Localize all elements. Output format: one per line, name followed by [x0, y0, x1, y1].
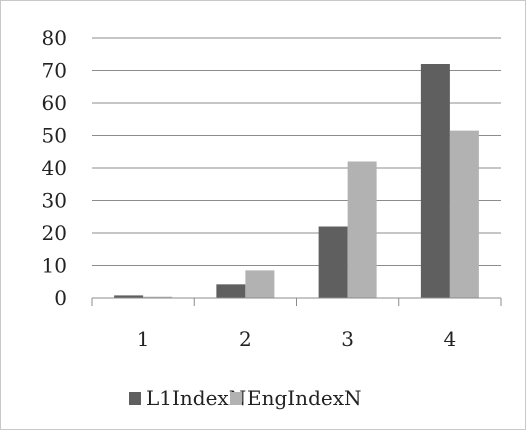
- x-axis: [91, 297, 502, 306]
- bar-L1IndexN-2: [216, 284, 246, 298]
- y-tick-label: 50: [42, 124, 67, 148]
- y-tick-label: 30: [42, 189, 67, 213]
- bar-EngIndexN-1: [143, 296, 173, 298]
- y-tick-label: 80: [42, 26, 67, 50]
- y-tick-label: 40: [42, 156, 67, 180]
- bar-L1IndexN-3: [318, 226, 348, 298]
- gridlines: [92, 37, 501, 266]
- bar-EngIndexN-4: [449, 130, 479, 298]
- bar-EngIndexN-2: [245, 270, 275, 298]
- x-tick-label: 1: [137, 327, 150, 351]
- y-axis-tick-labels: 0 10 20 30 40 50 60 70 80: [42, 26, 67, 310]
- legend-swatch-L1IndexN: [129, 392, 141, 405]
- legend-label: EngIndexN: [247, 386, 361, 410]
- x-tick-label: 2: [239, 327, 252, 351]
- x-axis-tick-labels: 1 2 3 4: [137, 327, 456, 351]
- y-tick-label: 10: [42, 254, 67, 278]
- y-tick-label: 0: [54, 286, 67, 310]
- bar-EngIndexN-3: [347, 161, 377, 298]
- y-tick-label: 20: [42, 221, 67, 245]
- y-tick-label: 60: [42, 91, 67, 115]
- bars: [114, 64, 479, 298]
- legend-swatch-EngIndexN: [230, 392, 242, 405]
- legend: L1IndexN EngIndexN: [129, 386, 361, 410]
- x-tick-label: 4: [444, 327, 457, 351]
- legend-label: L1IndexN: [146, 386, 246, 410]
- bar-L1IndexN-4: [420, 64, 450, 298]
- x-tick-label: 3: [341, 327, 354, 351]
- bar-L1IndexN-1: [114, 295, 144, 298]
- y-tick-label: 70: [42, 59, 67, 83]
